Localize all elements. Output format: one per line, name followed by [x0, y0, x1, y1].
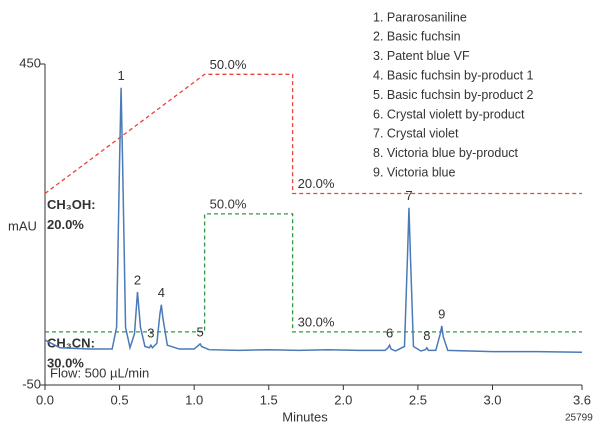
gradient-label: 30.0%	[47, 355, 84, 370]
gradient-label: 20.0%	[298, 176, 335, 191]
x-tick-label: 1.0	[185, 392, 203, 407]
peak-label: 2	[134, 272, 141, 287]
x-tick-label: 0.0	[36, 392, 54, 407]
legend-entry: 7. Crystal violet	[373, 127, 459, 141]
peak-label: 3	[147, 326, 154, 341]
legend-entry: 9. Victoria blue	[373, 165, 456, 179]
code: 25799	[565, 413, 593, 424]
x-tick-label: 2.5	[409, 392, 427, 407]
flow-note: Flow: 500 µL/min	[50, 365, 149, 380]
x-axis-label: Minutes	[282, 409, 328, 424]
gradient-label: 50.0%	[210, 196, 247, 211]
peak-label: 1	[117, 68, 124, 83]
peak-label: 8	[423, 328, 430, 343]
gradient-label: 50.0%	[210, 57, 247, 72]
gradient-line	[44, 73, 582, 195]
legend-entry: 6. Crystal violett by-product	[373, 107, 525, 121]
x-tick-label: 3.6	[573, 392, 591, 407]
legend-entry: 2. Basic fuchsin	[373, 30, 461, 44]
trace	[44, 87, 583, 354]
x-tick-label: 2.0	[334, 392, 352, 407]
legend-entry: 4. Basic fuchsin by-product 1	[373, 68, 534, 82]
peak-label: 7	[405, 188, 412, 203]
peak-label: 5	[197, 324, 204, 339]
legend-entry: 8. Victoria blue by-product	[373, 146, 519, 160]
y-axis-label: mAU	[8, 218, 37, 233]
peak-label: 9	[438, 306, 445, 321]
peak-label: 4	[158, 285, 165, 300]
peak-label: 6	[386, 326, 393, 341]
gradient-label: 30.0%	[298, 314, 335, 329]
x-tick-label: 0.5	[111, 392, 129, 407]
legend-entry: 3. Patent blue VF	[373, 49, 470, 63]
gradient-name: CH₃OH:	[47, 197, 96, 212]
legend-entry: 1. Pararosaniline	[373, 10, 467, 24]
gradient-line	[45, 213, 582, 333]
legend-entry: 5. Basic fuchsin by-product 2	[373, 88, 534, 102]
y-tick-label: 450	[19, 55, 41, 70]
x-tick-label: 1.5	[260, 392, 278, 407]
gradient-label: 20.0%	[47, 217, 84, 232]
x-tick-label: 3.0	[483, 392, 501, 407]
y-tick-label: -50	[22, 376, 41, 391]
